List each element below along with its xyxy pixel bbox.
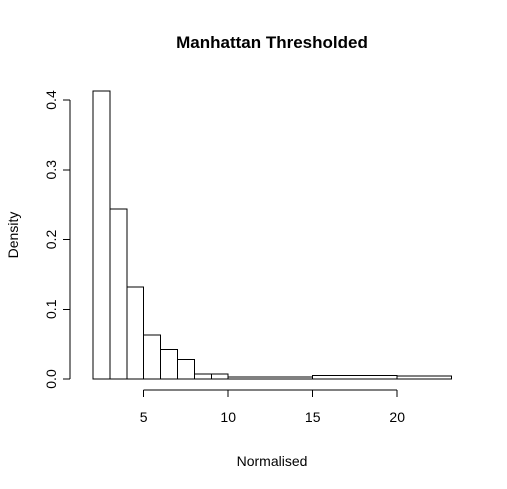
y-axis: 0.0 0.1 0.2 0.3 0.4 — [43, 90, 71, 389]
histogram-bar-5 — [177, 358, 195, 380]
x-tick-label-1: 10 — [220, 409, 236, 425]
y-tick-label-4: 0.4 — [43, 90, 59, 110]
histogram-bar-8 — [227, 376, 314, 380]
y-axis-label: Density — [5, 212, 21, 259]
histogram-bar-7 — [210, 373, 229, 380]
histogram-bar-3 — [143, 334, 162, 380]
histogram-bar-4 — [160, 349, 179, 380]
histogram-bar-10 — [396, 375, 452, 380]
y-tick-label-1: 0.1 — [43, 299, 59, 319]
chart-title: Manhattan Thresholded — [176, 33, 368, 52]
x-tick-label-0: 5 — [140, 409, 148, 425]
x-axis-label: Normalised — [237, 453, 308, 469]
x-tick-label-3: 20 — [389, 409, 405, 425]
histogram-bar-6 — [193, 373, 212, 380]
histogram-bar-0 — [92, 90, 111, 380]
histogram-bar-2 — [126, 286, 145, 380]
bars-group — [92, 90, 452, 380]
histogram-bar-9 — [312, 375, 398, 380]
x-axis: 5 10 15 20 — [140, 389, 405, 425]
y-tick-label-2: 0.2 — [43, 230, 59, 250]
y-tick-label-3: 0.3 — [43, 160, 59, 180]
histogram-bar-1 — [109, 208, 128, 380]
x-tick-label-2: 15 — [305, 409, 321, 425]
y-tick-label-0: 0.0 — [43, 369, 59, 389]
